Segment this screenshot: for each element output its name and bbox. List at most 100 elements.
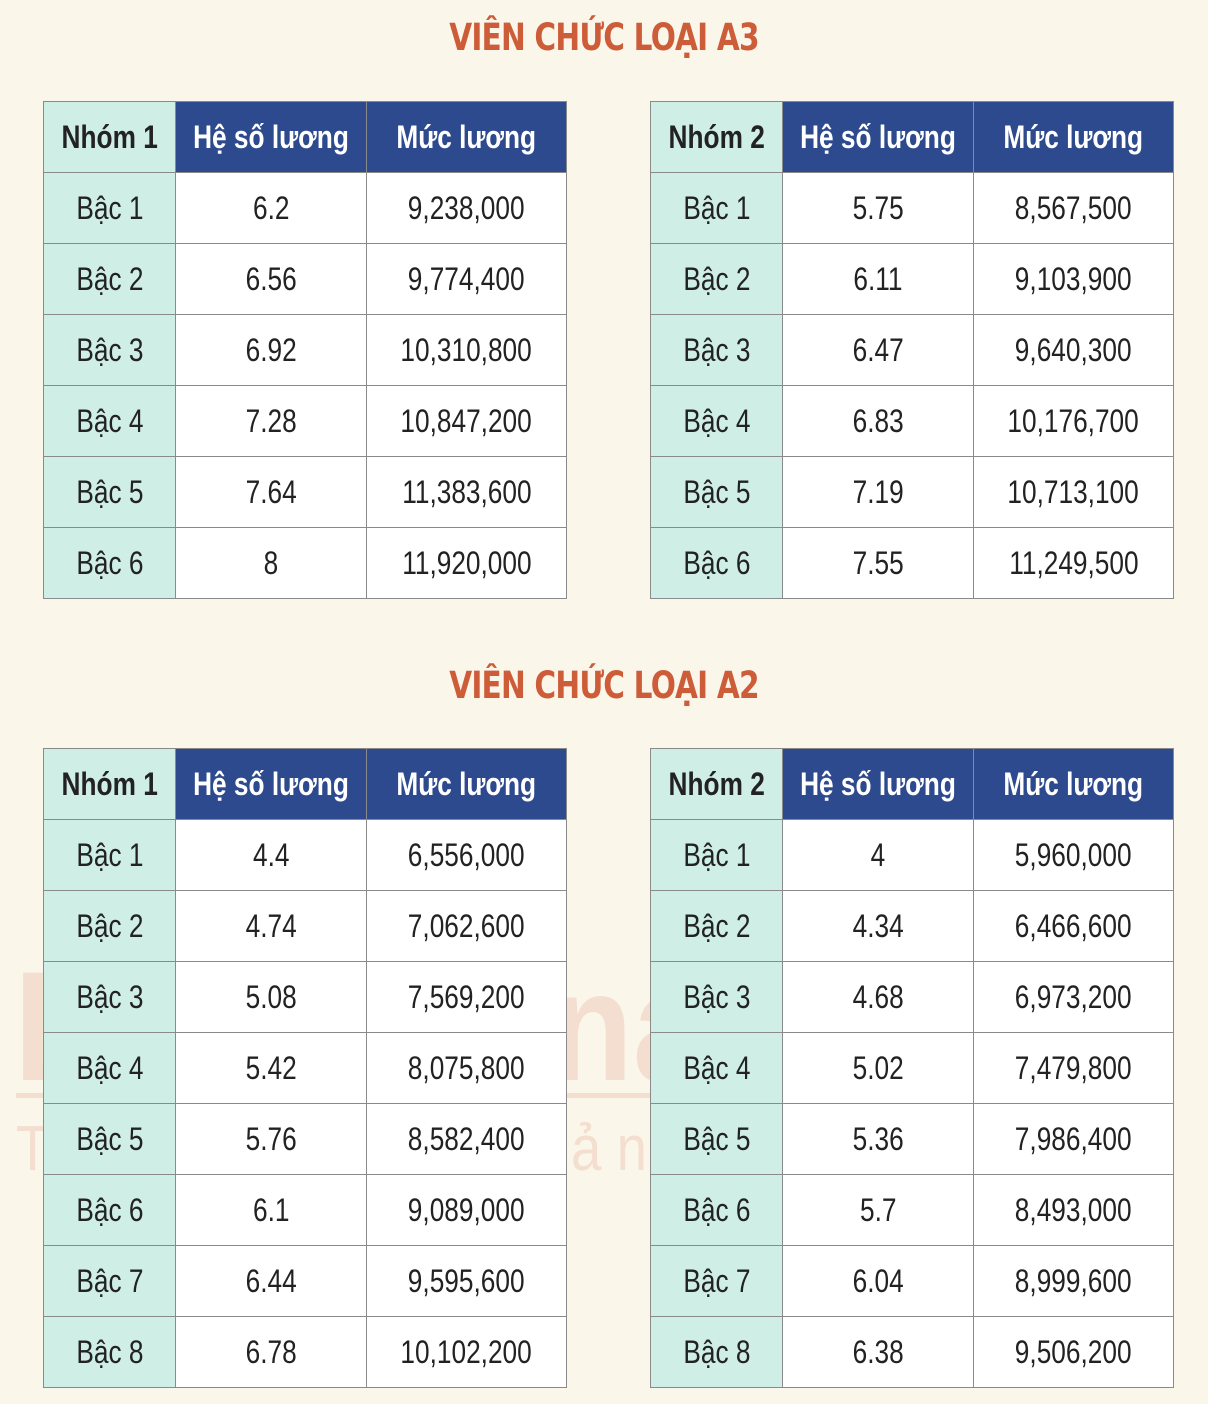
coefficient-cell: 7.19 xyxy=(782,456,974,528)
grade-label: Bậc 1 xyxy=(650,172,783,244)
table-header-row: Nhóm 2 Hệ số lương Mức lương xyxy=(650,101,1174,173)
table-row: Bậc 3 4.68 6,973,200 xyxy=(650,961,1174,1033)
table-a3-group1: Nhóm 1 Hệ số lương Mức lương Bậc 1 6.2 9… xyxy=(43,101,567,599)
salary-cell: 7,986,400 xyxy=(972,1103,1174,1175)
table-row: Bậc 4 5.02 7,479,800 xyxy=(650,1032,1174,1104)
table-row: Bậc 2 4.74 7,062,600 xyxy=(43,890,567,962)
coefficient-cell: 8 xyxy=(175,527,367,599)
coefficient-cell: 4.4 xyxy=(175,819,367,891)
salary-cell: 7,062,600 xyxy=(365,890,567,962)
grade-label: Bậc 4 xyxy=(650,1032,783,1104)
table-row: Bậc 6 7.55 11,249,500 xyxy=(650,527,1174,599)
salary-cell: 8,999,600 xyxy=(972,1245,1174,1317)
table-row: Bậc 6 6.1 9,089,000 xyxy=(43,1174,567,1246)
salary-cell: 6,973,200 xyxy=(972,961,1174,1033)
table-row: Bậc 1 4.4 6,556,000 xyxy=(43,819,567,891)
table-row: Bậc 4 7.28 10,847,200 xyxy=(43,385,567,457)
grade-label: Bậc 3 xyxy=(43,961,176,1033)
coefficient-cell: 7.28 xyxy=(175,385,367,457)
coefficient-cell: 7.55 xyxy=(782,527,974,599)
table-row: Bậc 6 5.7 8,493,000 xyxy=(650,1174,1174,1246)
group-label: Nhóm 1 xyxy=(43,748,176,820)
table-row: Bậc 1 6.2 9,238,000 xyxy=(43,172,567,244)
salary-cell: 6,556,000 xyxy=(365,819,567,891)
coefficient-cell: 6.78 xyxy=(175,1316,367,1388)
coefficient-cell: 5.02 xyxy=(782,1032,974,1104)
salary-cell: 9,640,300 xyxy=(972,314,1174,386)
section-title-a2: VIÊN CHỨC LOẠI A2 xyxy=(449,664,759,707)
table-header-row: Nhóm 2 Hệ số lương Mức lương xyxy=(650,748,1174,820)
grade-label: Bậc 5 xyxy=(43,456,176,528)
grade-label: Bậc 5 xyxy=(650,456,783,528)
table-a3-group2: Nhóm 2 Hệ số lương Mức lương Bậc 1 5.75 … xyxy=(650,101,1174,599)
coefficient-header: Hệ số lương xyxy=(175,748,367,820)
table-row: Bậc 5 5.36 7,986,400 xyxy=(650,1103,1174,1175)
coefficient-cell: 6.56 xyxy=(175,243,367,315)
group-label: Nhóm 2 xyxy=(650,748,783,820)
coefficient-cell: 6.38 xyxy=(782,1316,974,1388)
salary-cell: 8,493,000 xyxy=(972,1174,1174,1246)
group-label: Nhóm 1 xyxy=(43,101,176,173)
grade-label: Bậc 2 xyxy=(43,890,176,962)
grade-label: Bậc 1 xyxy=(43,172,176,244)
salary-cell: 10,847,200 xyxy=(365,385,567,457)
table-row: Bậc 4 6.83 10,176,700 xyxy=(650,385,1174,457)
coefficient-cell: 5.7 xyxy=(782,1174,974,1246)
salary-cell: 8,075,800 xyxy=(365,1032,567,1104)
table-row: Bậc 8 6.78 10,102,200 xyxy=(43,1316,567,1388)
salary-cell: 10,176,700 xyxy=(972,385,1174,457)
salary-cell: 9,774,400 xyxy=(365,243,567,315)
coefficient-cell: 6.83 xyxy=(782,385,974,457)
salary-cell: 8,582,400 xyxy=(365,1103,567,1175)
grade-label: Bậc 6 xyxy=(43,527,176,599)
grade-label: Bậc 8 xyxy=(43,1316,176,1388)
section-title-a3: VIÊN CHỨC LOẠI A3 xyxy=(449,16,759,59)
coefficient-cell: 4.68 xyxy=(782,961,974,1033)
salary-cell: 7,569,200 xyxy=(365,961,567,1033)
salary-cell: 10,310,800 xyxy=(365,314,567,386)
coefficient-cell: 5.08 xyxy=(175,961,367,1033)
grade-label: Bậc 6 xyxy=(43,1174,176,1246)
table-row: Bậc 7 6.44 9,595,600 xyxy=(43,1245,567,1317)
grade-label: Bậc 1 xyxy=(650,819,783,891)
table-row: Bậc 4 5.42 8,075,800 xyxy=(43,1032,567,1104)
group-label: Nhóm 2 xyxy=(650,101,783,173)
salary-cell: 11,383,600 xyxy=(365,456,567,528)
table-row: Bậc 3 6.47 9,640,300 xyxy=(650,314,1174,386)
coefficient-cell: 7.64 xyxy=(175,456,367,528)
salary-cell: 11,249,500 xyxy=(972,527,1174,599)
table-row: Bậc 7 6.04 8,999,600 xyxy=(650,1245,1174,1317)
salary-cell: 9,595,600 xyxy=(365,1245,567,1317)
grade-label: Bậc 6 xyxy=(650,1174,783,1246)
table-row: Bậc 5 7.19 10,713,100 xyxy=(650,456,1174,528)
table-row: Bậc 3 5.08 7,569,200 xyxy=(43,961,567,1033)
table-header-row: Nhóm 1 Hệ số lương Mức lương xyxy=(43,101,567,173)
coefficient-cell: 6.47 xyxy=(782,314,974,386)
table-a2-group2: Nhóm 2 Hệ số lương Mức lương Bậc 1 4 5,9… xyxy=(650,748,1174,1388)
coefficient-cell: 6.92 xyxy=(175,314,367,386)
grade-label: Bậc 5 xyxy=(43,1103,176,1175)
coefficient-cell: 6.2 xyxy=(175,172,367,244)
coefficient-cell: 6.1 xyxy=(175,1174,367,1246)
grade-label: Bậc 3 xyxy=(650,961,783,1033)
table-row: Bậc 3 6.92 10,310,800 xyxy=(43,314,567,386)
coefficient-cell: 6.44 xyxy=(175,1245,367,1317)
coefficient-cell: 5.42 xyxy=(175,1032,367,1104)
salary-cell: 11,920,000 xyxy=(365,527,567,599)
salary-cell: 9,238,000 xyxy=(365,172,567,244)
table-row: Bậc 5 7.64 11,383,600 xyxy=(43,456,567,528)
grade-label: Bậc 2 xyxy=(650,890,783,962)
grade-label: Bậc 3 xyxy=(43,314,176,386)
grade-label: Bậc 7 xyxy=(43,1245,176,1317)
coefficient-cell: 4 xyxy=(782,819,974,891)
table-header-row: Nhóm 1 Hệ số lương Mức lương xyxy=(43,748,567,820)
table-row: Bậc 5 5.76 8,582,400 xyxy=(43,1103,567,1175)
coefficient-cell: 4.34 xyxy=(782,890,974,962)
table-row: Bậc 8 6.38 9,506,200 xyxy=(650,1316,1174,1388)
table-row: Bậc 2 6.56 9,774,400 xyxy=(43,243,567,315)
coefficient-header: Hệ số lương xyxy=(782,748,974,820)
table-row: Bậc 1 5.75 8,567,500 xyxy=(650,172,1174,244)
salary-header: Mức lương xyxy=(972,748,1174,820)
table-row: Bậc 2 4.34 6,466,600 xyxy=(650,890,1174,962)
salary-cell: 8,567,500 xyxy=(972,172,1174,244)
